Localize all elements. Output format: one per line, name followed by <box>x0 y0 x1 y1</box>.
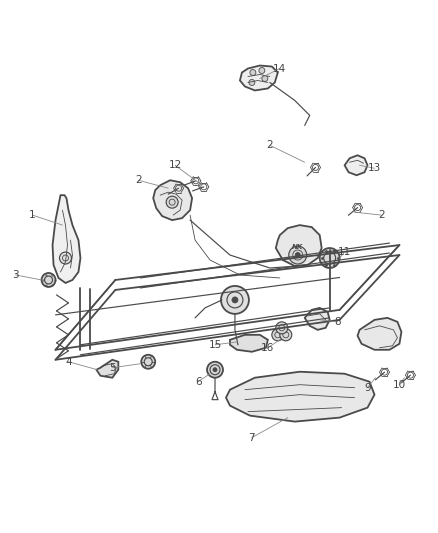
Circle shape <box>295 253 300 257</box>
Text: 13: 13 <box>368 163 381 173</box>
Polygon shape <box>276 225 321 266</box>
Circle shape <box>207 362 223 378</box>
Polygon shape <box>305 308 330 330</box>
Polygon shape <box>53 195 81 283</box>
Text: 1: 1 <box>29 210 36 220</box>
Circle shape <box>262 76 268 82</box>
Text: 3: 3 <box>12 270 19 280</box>
Text: 14: 14 <box>273 63 286 74</box>
Circle shape <box>272 329 284 341</box>
Circle shape <box>276 322 288 334</box>
Text: 5: 5 <box>109 363 116 373</box>
Circle shape <box>250 69 256 76</box>
Circle shape <box>280 329 292 341</box>
Polygon shape <box>357 318 401 350</box>
Text: 7: 7 <box>249 433 255 442</box>
Circle shape <box>42 273 56 287</box>
Text: 9: 9 <box>364 383 371 393</box>
Polygon shape <box>226 372 374 422</box>
Text: 2: 2 <box>378 210 385 220</box>
Text: NK: NK <box>292 244 304 250</box>
Polygon shape <box>153 180 192 220</box>
Circle shape <box>166 196 178 208</box>
Text: 10: 10 <box>393 379 406 390</box>
Text: 2: 2 <box>135 175 141 185</box>
Circle shape <box>289 246 307 264</box>
Polygon shape <box>345 155 367 175</box>
Polygon shape <box>230 335 268 352</box>
Text: 4: 4 <box>65 357 72 367</box>
Circle shape <box>320 248 339 268</box>
Text: 15: 15 <box>208 340 222 350</box>
Text: 12: 12 <box>169 160 182 170</box>
Text: 16: 16 <box>261 343 275 353</box>
Circle shape <box>221 286 249 314</box>
Polygon shape <box>96 360 118 378</box>
Circle shape <box>60 252 71 264</box>
Text: 11: 11 <box>338 247 351 257</box>
Polygon shape <box>240 66 278 91</box>
Text: 6: 6 <box>195 377 201 387</box>
Text: 2: 2 <box>267 140 273 150</box>
Text: 8: 8 <box>334 317 341 327</box>
Circle shape <box>249 79 255 85</box>
Circle shape <box>141 355 155 369</box>
Circle shape <box>213 368 217 372</box>
Circle shape <box>232 297 238 303</box>
Circle shape <box>259 68 265 74</box>
